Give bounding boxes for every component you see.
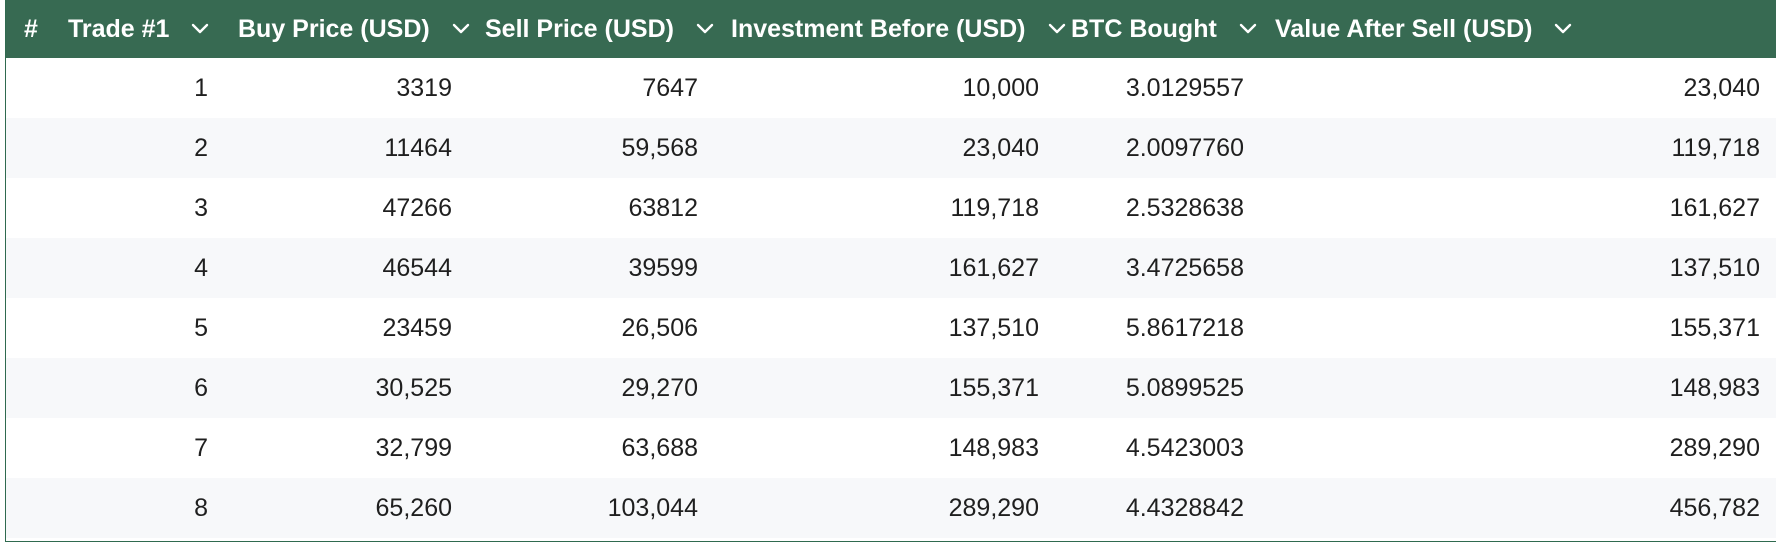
btc-bought-cell: 4.5423003 <box>1125 433 1244 462</box>
table-header-row: # Trade #1 Buy Price (USD) <box>6 0 1776 58</box>
table-row[interactable]: 5 23459 26,506 137,510 5.8617218 155,371 <box>6 298 1776 358</box>
column-header-value-after-sell[interactable]: Value After Sell (USD) <box>1260 0 1776 58</box>
sell-price-cell: 26,506 <box>621 313 698 342</box>
trade-cell: 7 <box>194 433 208 462</box>
sell-price-cell: 103,044 <box>607 493 698 522</box>
btc-bought-cell: 3.0129557 <box>1125 73 1244 102</box>
row-number-cell <box>6 298 56 358</box>
investment-before-cell: 23,040 <box>962 133 1039 162</box>
value-after-sell-cell: 456,782 <box>1669 493 1760 522</box>
buy-price-cell: 3319 <box>396 73 452 102</box>
buy-price-cell: 32,799 <box>375 433 452 462</box>
investment-before-cell: 148,983 <box>948 433 1039 462</box>
chevron-down-icon[interactable] <box>189 18 211 40</box>
column-header-label: Sell Price (USD) <box>485 14 674 43</box>
row-number-cell <box>6 118 56 178</box>
buy-price-cell: 46544 <box>382 253 452 282</box>
trade-cell: 1 <box>194 73 208 102</box>
sell-price-cell: 59,568 <box>621 133 698 162</box>
btc-bought-cell: 2.0097760 <box>1125 133 1244 162</box>
chevron-down-icon[interactable] <box>694 18 716 40</box>
btc-bought-cell: 4.4328842 <box>1125 493 1244 522</box>
btc-bought-cell: 3.4725658 <box>1125 253 1244 282</box>
value-after-sell-cell: 161,627 <box>1669 193 1760 222</box>
investment-before-cell: 161,627 <box>948 253 1039 282</box>
investment-before-cell: 137,510 <box>948 313 1039 342</box>
buy-price-cell: 23459 <box>382 313 452 342</box>
value-after-sell-cell: 155,371 <box>1669 313 1760 342</box>
investment-before-cell: 119,718 <box>950 193 1039 222</box>
trades-table: # Trade #1 Buy Price (USD) <box>6 0 1776 538</box>
column-header-buy-price[interactable]: Buy Price (USD) <box>224 0 469 58</box>
trade-cell: 5 <box>194 313 208 342</box>
chevron-down-icon[interactable] <box>1237 18 1259 40</box>
column-header-label: Value After Sell (USD) <box>1275 14 1533 43</box>
trade-cell: 4 <box>194 253 208 282</box>
table-row[interactable]: 8 65,260 103,044 289,290 4.4328842 456,782 <box>6 478 1776 538</box>
row-number-header-label: # <box>24 14 38 43</box>
chevron-down-icon[interactable] <box>450 18 472 40</box>
value-after-sell-cell: 119,718 <box>1671 133 1760 162</box>
investment-before-cell: 10,000 <box>962 73 1039 102</box>
value-after-sell-cell: 137,510 <box>1669 253 1760 282</box>
value-after-sell-cell: 289,290 <box>1669 433 1760 462</box>
trade-cell: 3 <box>194 193 208 222</box>
row-number-cell <box>6 58 56 118</box>
btc-bought-cell: 5.0899525 <box>1125 373 1244 402</box>
table-body: 1 3319 7647 10,000 3.0129557 23,040 2 11464 59,5… <box>6 58 1776 538</box>
sell-price-cell: 7647 <box>642 73 698 102</box>
row-number-cell <box>6 178 56 238</box>
row-number-cell <box>6 238 56 298</box>
table-row[interactable]: 2 11464 59,568 23,040 2.0097760 119,718 <box>6 118 1776 178</box>
sell-price-cell: 63,688 <box>621 433 698 462</box>
column-header-trade[interactable]: Trade #1 <box>56 0 224 58</box>
column-header-investment-before[interactable]: Investment Before (USD) <box>714 0 1065 58</box>
sell-price-cell: 29,270 <box>621 373 698 402</box>
data-table-container: # Trade #1 Buy Price (USD) <box>5 0 1776 542</box>
chevron-down-icon[interactable] <box>1046 18 1068 40</box>
row-number-header: # <box>6 0 56 58</box>
column-header-label: Buy Price (USD) <box>238 14 430 43</box>
btc-bought-cell: 5.8617218 <box>1125 313 1244 342</box>
value-after-sell-cell: 148,983 <box>1669 373 1760 402</box>
column-header-label: Investment Before (USD) <box>731 14 1026 43</box>
column-header-sell-price[interactable]: Sell Price (USD) <box>468 0 714 58</box>
row-number-cell <box>6 478 56 538</box>
buy-price-cell: 47266 <box>382 193 452 222</box>
investment-before-cell: 289,290 <box>948 493 1039 522</box>
row-number-cell <box>6 358 56 418</box>
table-row[interactable]: 6 30,525 29,270 155,371 5.0899525 148,983 <box>6 358 1776 418</box>
column-header-label: Trade #1 <box>68 14 170 43</box>
buy-price-cell: 30,525 <box>375 373 452 402</box>
column-header-btc-bought[interactable]: BTC Bought <box>1055 0 1260 58</box>
investment-before-cell: 155,371 <box>948 373 1039 402</box>
chevron-down-icon[interactable] <box>1552 18 1574 40</box>
value-after-sell-cell: 23,040 <box>1683 73 1760 102</box>
sell-price-cell: 63812 <box>628 193 698 222</box>
table-row[interactable]: 7 32,799 63,688 148,983 4.5423003 289,290 <box>6 418 1776 478</box>
table-row[interactable]: 1 3319 7647 10,000 3.0129557 23,040 <box>6 58 1776 118</box>
buy-price-cell: 65,260 <box>375 493 452 522</box>
table-row[interactable]: 3 47266 63812 119,718 2.5328638 161,627 <box>6 178 1776 238</box>
row-number-cell <box>6 418 56 478</box>
trade-cell: 8 <box>194 493 208 522</box>
trade-cell: 6 <box>194 373 208 402</box>
trade-cell: 2 <box>194 133 208 162</box>
column-header-label: BTC Bought <box>1071 14 1217 43</box>
table-row[interactable]: 4 46544 39599 161,627 3.4725658 137,510 <box>6 238 1776 298</box>
buy-price-cell: 11464 <box>384 133 452 162</box>
sell-price-cell: 39599 <box>628 253 698 282</box>
btc-bought-cell: 2.5328638 <box>1125 193 1244 222</box>
